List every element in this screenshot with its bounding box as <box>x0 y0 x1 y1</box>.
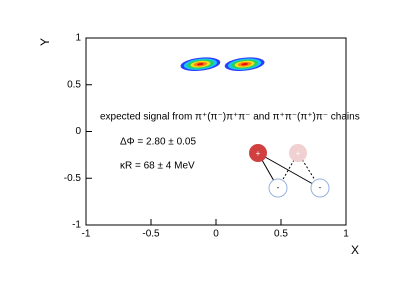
y-tick-label: -1 <box>72 220 81 231</box>
y-tick-label: 0 <box>75 126 81 137</box>
x-tick-label: 1 <box>343 229 349 240</box>
contour-level <box>197 63 204 66</box>
diagram-label: - <box>319 183 322 192</box>
diagram-particle <box>249 144 267 162</box>
y-tick-label: 1 <box>75 33 81 44</box>
x-axis-title: X <box>351 243 359 257</box>
annotation: expected signal from π⁺(π⁻)π⁺π⁻ and π⁺π⁻… <box>100 112 360 123</box>
diagram-link <box>297 152 321 189</box>
contour-level <box>241 63 248 66</box>
y-tick-label: -0.5 <box>64 173 82 184</box>
x-tick-label: -0.5 <box>142 229 160 240</box>
y-axis-title: Y <box>38 38 52 46</box>
x-tick-label: -1 <box>82 229 91 240</box>
y-tick-label: 0.5 <box>67 79 81 90</box>
diagram-label: + <box>256 149 261 158</box>
diagram-label: + <box>296 149 301 158</box>
annotation: ΔΦ = 2.80 ± 0.05 <box>120 137 196 148</box>
diagram-label: - <box>277 183 280 192</box>
diagram-particle <box>310 178 330 198</box>
diagram-particle <box>289 144 307 162</box>
annotation: κR = 68 ± 4 MeV <box>120 161 195 172</box>
x-tick-label: 0 <box>213 229 219 240</box>
x-tick-label: 0.5 <box>274 229 288 240</box>
diagram: + + - - <box>249 144 330 198</box>
diagram-link <box>257 152 321 189</box>
diagram-particle <box>268 178 288 198</box>
